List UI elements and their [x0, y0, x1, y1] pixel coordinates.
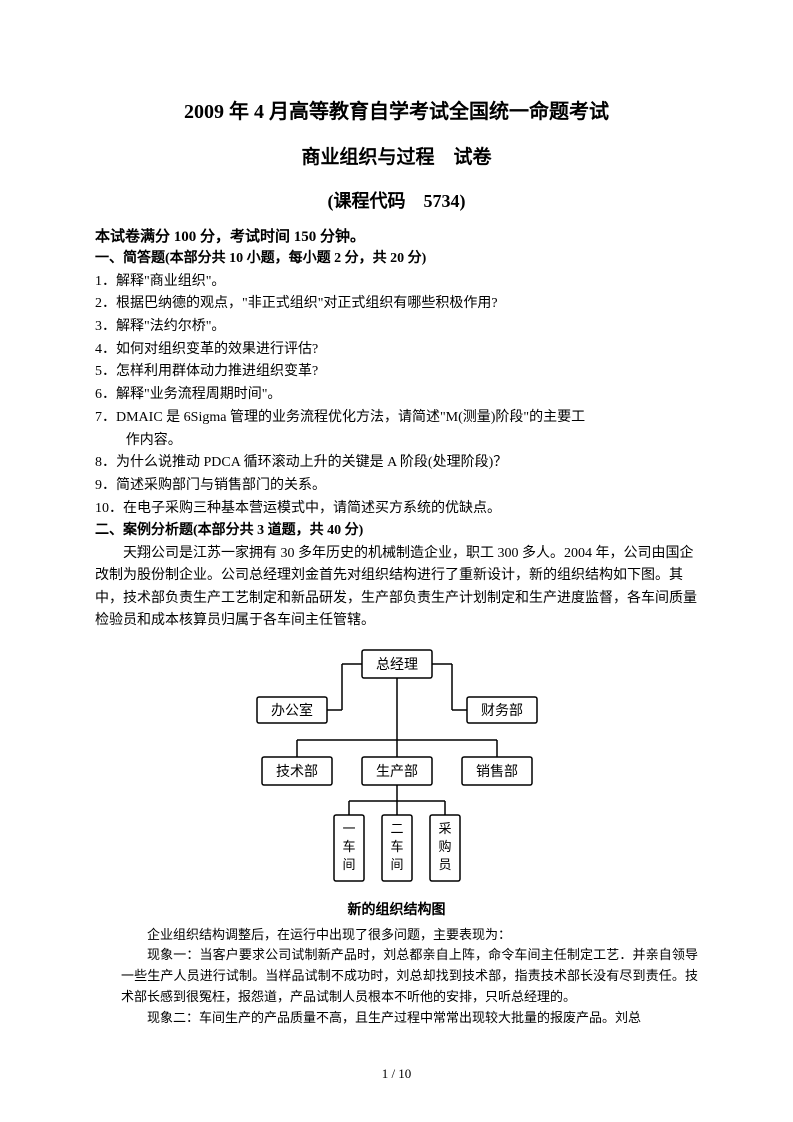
buy1: 采 — [438, 821, 451, 836]
page-title-2: 商业组织与过程 试卷 — [95, 142, 698, 169]
page-title-3: (课程代码 5734) — [95, 187, 698, 213]
page-title-1: 2009 年 4 月高等教育自学考试全国统一命题考试 — [95, 95, 698, 124]
q4: 4．如何对组织变革的效果进行评估? — [95, 339, 698, 361]
case-paragraph: 天翔公司是江苏一家拥有 30 多年历史的机械制造企业，职工 300 多人。200… — [95, 543, 698, 633]
q3: 3．解释"法约尔桥"。 — [95, 316, 698, 338]
node-gm-label: 总经理 — [376, 657, 418, 673]
q7-line2: 作内容。 — [95, 430, 698, 452]
node-prod-label: 生产部 — [376, 764, 418, 780]
q7-line1: 7．DMAIC 是 6Sigma 管理的业务流程优化方法，请简述"M(测量)阶段… — [95, 407, 698, 429]
node-tech-label: 技术部 — [276, 764, 318, 780]
q8: 8．为什么说推动 PDCA 循环滚动上升的关键是 A 阶段(处理阶段)？ — [95, 452, 698, 474]
node-sales-label: 销售部 — [476, 764, 518, 780]
org-chart-edges — [297, 664, 497, 815]
q9: 9．简述采购部门与销售部门的关系。 — [95, 475, 698, 497]
q1: 1．解释"商业组织"。 — [95, 271, 698, 293]
post-p3: 现象二：车间生产的产品质量不高，且生产过程中常常出现较大批量的报废产品。刘总 — [121, 1008, 698, 1029]
q10: 10．在电子采购三种基本营运模式中，请简述买方系统的优缺点。 — [95, 498, 698, 520]
ws2c: 间 — [390, 857, 403, 872]
ws1a: 一 — [342, 821, 355, 836]
ws2b: 车 — [390, 839, 403, 854]
org-chart-caption: 新的组织结构图 — [95, 899, 698, 919]
section2-heading: 二、案例分析题(本部分共 3 道题，共 40 分) — [95, 520, 698, 542]
q2: 2．根据巴纳德的观点，"非正式组织"对正式组织有哪些积极作用? — [95, 293, 698, 315]
q5: 5．怎样利用群体动力推进组织变革? — [95, 361, 698, 383]
buy3: 员 — [438, 857, 451, 872]
node-finance-label: 财务部 — [481, 703, 523, 719]
page-number: 1 / 10 — [0, 1066, 793, 1082]
ws1b: 车 — [342, 839, 355, 854]
org-chart: 总经理 办公室 财务部 技术部 生产部 销售部 一 车 间 二 车 间 采 购 … — [95, 645, 698, 895]
section1-heading: 一、简答题(本部分共 10 小题，每小题 2 分，共 20 分) — [95, 248, 698, 270]
ws1c: 间 — [342, 857, 355, 872]
exam-info: 本试卷满分 100 分，考试时间 150 分钟。 — [95, 225, 698, 246]
buy2: 购 — [438, 839, 451, 854]
q6: 6．解释"业务流程周期时间"。 — [95, 384, 698, 406]
ws2a: 二 — [390, 821, 403, 836]
node-office-label: 办公室 — [271, 702, 313, 719]
post-p1: 企业组织结构调整后，在运行中出现了很多问题，主要表现为： — [121, 925, 698, 946]
post-p2: 现象一：当客户要求公司试制新产品时，刘总都亲自上阵，命令车间主任制定工艺．并亲自… — [121, 945, 698, 1007]
